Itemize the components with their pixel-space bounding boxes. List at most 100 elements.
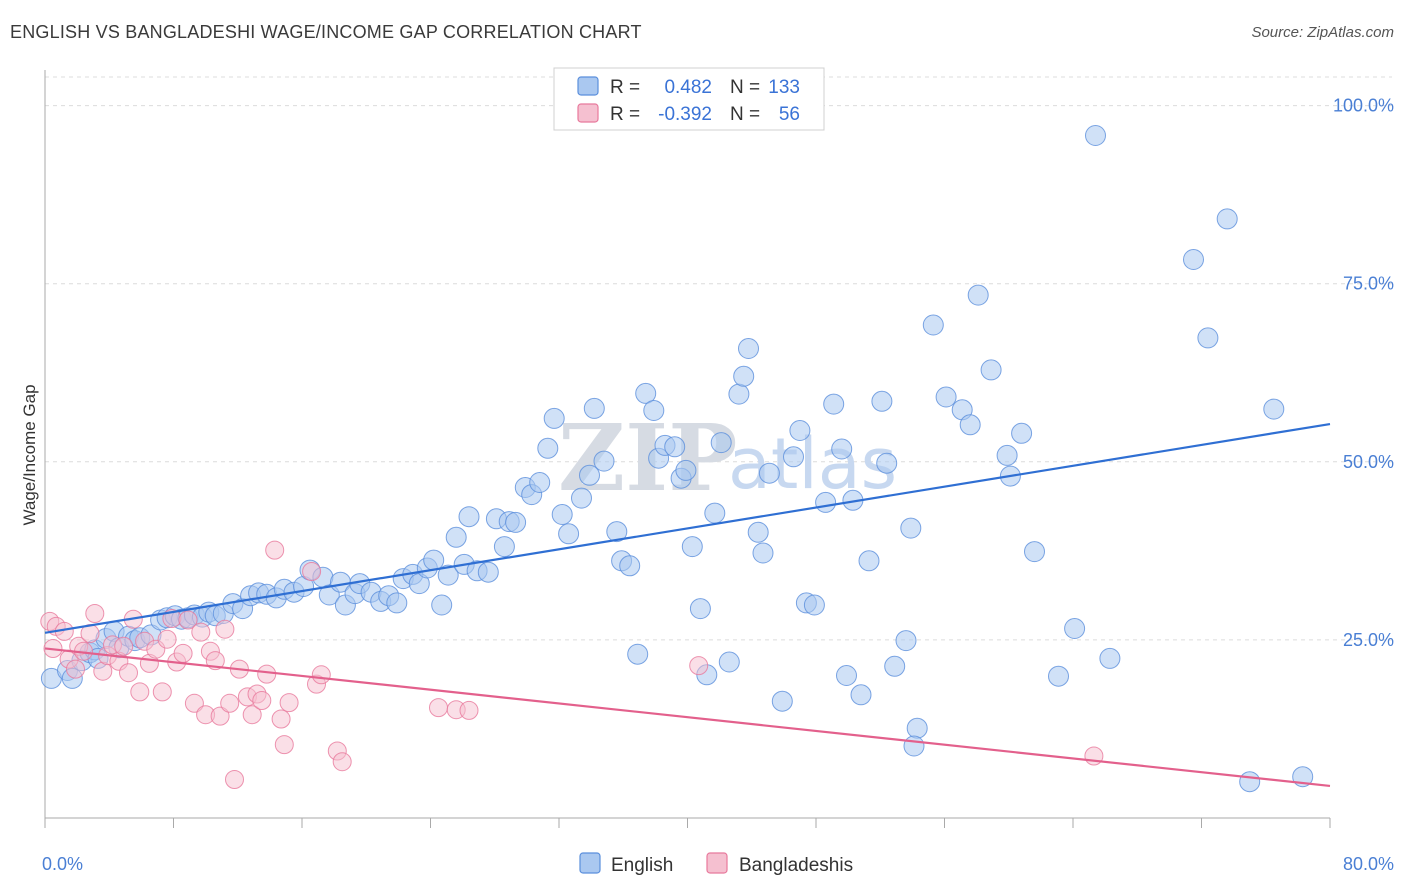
english-point [1099, 647, 1121, 669]
english-point [771, 690, 793, 712]
english-point [664, 436, 686, 458]
english-point [1011, 422, 1033, 444]
bangladeshi-point [66, 659, 85, 679]
bangladeshi-point [215, 619, 235, 639]
english-point [493, 536, 515, 558]
english-point [783, 446, 804, 468]
english-point [537, 437, 559, 459]
bangladeshi-point [152, 682, 172, 702]
english-point [752, 542, 774, 564]
english-point [850, 684, 872, 706]
english-point [996, 444, 1018, 466]
english-point [967, 284, 989, 306]
y-axis-label: Wage/Income Gap [20, 384, 39, 525]
chart-title: ENGLISH VS BANGLADESHI WAGE/INCOME GAP C… [10, 22, 642, 42]
english-point [558, 523, 580, 545]
english-point [593, 450, 615, 472]
english-point [895, 630, 917, 652]
english-point [437, 564, 459, 586]
english-point [718, 651, 740, 673]
bangladeshi-point [178, 610, 198, 630]
english-point [876, 452, 898, 474]
english-point [458, 506, 480, 528]
legend-n-label-bangladeshi: N = [730, 104, 760, 125]
legend-n-bangladeshi: 56 [779, 104, 800, 125]
english-point [803, 594, 825, 616]
bangladeshi-point [279, 693, 299, 713]
english-point [758, 462, 780, 484]
bangladeshi-point [114, 636, 134, 656]
bangladeshi-point [242, 705, 262, 725]
english-point [704, 502, 726, 524]
english-point [1024, 541, 1045, 563]
bangladeshi-trend-line [44, 647, 1331, 788]
english-point [815, 491, 837, 513]
english-point [935, 386, 957, 408]
english-point [980, 359, 1002, 381]
watermark-atlas: atlas [728, 423, 897, 505]
y-tick-label: 100.0% [1333, 96, 1394, 116]
english-point [710, 432, 732, 454]
english-point [903, 735, 925, 757]
english-point [1216, 208, 1238, 230]
y-axis-tick-labels: 25.0% 50.0% 75.0% 100.0% [1333, 96, 1394, 650]
y-tick-label: 25.0% [1343, 630, 1394, 650]
bangladeshi-point [689, 656, 709, 676]
bangladeshi-point [257, 664, 277, 684]
bangladeshi-point [191, 622, 211, 642]
bangladeshi-point [157, 629, 177, 649]
english-point [858, 550, 880, 572]
bangladeshi-point [85, 604, 105, 623]
english-point [728, 383, 750, 405]
english-point [1239, 771, 1261, 793]
bangladeshi-point [311, 665, 331, 685]
english-point [627, 643, 649, 665]
y-tick-label: 75.0% [1343, 274, 1394, 294]
x-tick-label-min: 0.0% [42, 854, 83, 874]
english-point [675, 459, 697, 481]
source-credit: Source: ZipAtlas.com [1251, 24, 1394, 41]
english-point [571, 487, 592, 509]
english-point [1263, 398, 1285, 420]
english-point [1085, 125, 1106, 146]
bangladeshi-point [459, 700, 479, 720]
bangladeshi-point [220, 693, 240, 713]
english-point [643, 400, 665, 421]
english-point [681, 536, 703, 558]
english-point [871, 390, 893, 412]
english-point [1197, 327, 1219, 349]
bangladeshi-point [332, 752, 352, 772]
legend-swatch-english [577, 76, 599, 96]
english-point [386, 592, 408, 614]
english-point [606, 521, 628, 543]
legend-r-label-bangladeshi: R = [610, 104, 640, 125]
english-trend-line [44, 422, 1331, 634]
y-tick-label: 50.0% [1343, 452, 1394, 472]
english-point [789, 420, 811, 441]
bangladeshi-point [429, 698, 448, 718]
watermark: ZIP atlas [558, 404, 897, 512]
legend-n-english: 133 [768, 77, 800, 98]
legend-n-label-english: N = [730, 77, 760, 98]
series-legend: English Bangladeshis [579, 852, 853, 876]
english-point [900, 517, 922, 539]
english-point [551, 504, 573, 525]
english-point [733, 365, 755, 387]
english-point [906, 717, 928, 739]
bottom-legend-swatch-english [579, 852, 601, 874]
bangladeshi-point [130, 682, 150, 702]
english-point [579, 464, 600, 486]
x-tick-label-max: 80.0% [1343, 854, 1394, 874]
english-point [1048, 665, 1069, 687]
bangladeshi-point [225, 770, 244, 789]
english-point [922, 314, 944, 336]
english-point [423, 549, 445, 571]
bangladeshi-point [173, 643, 193, 663]
bottom-legend-swatch-bangladeshi [706, 852, 728, 874]
english-point [431, 594, 453, 616]
bottom-legend-bangladeshi: Bangladeshis [739, 855, 853, 876]
bangladeshi-point [302, 562, 322, 581]
bangladeshi-point [210, 706, 230, 726]
x-axis-ticks [44, 818, 1331, 828]
legend-r-english: 0.482 [664, 77, 712, 98]
